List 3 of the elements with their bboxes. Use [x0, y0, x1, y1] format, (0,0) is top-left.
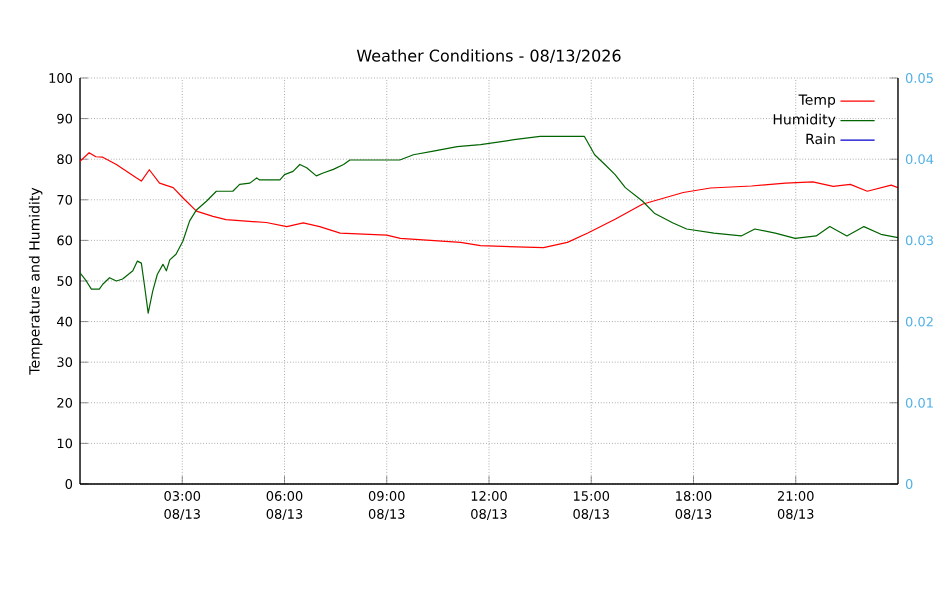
line-series — [80, 135, 898, 314]
chart-title: Weather Conditions - 08/13/2026 — [356, 49, 621, 63]
line-series — [80, 152, 898, 249]
